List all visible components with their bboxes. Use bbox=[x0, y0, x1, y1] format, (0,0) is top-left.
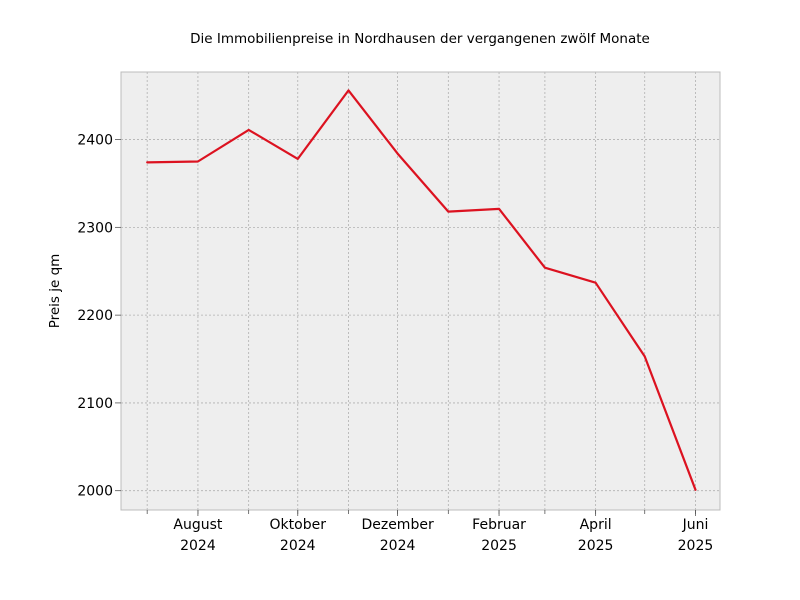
y-tick-label: 2200 bbox=[77, 308, 113, 324]
y-tick-label: 2000 bbox=[77, 484, 113, 500]
x-tick-label-month: Februar bbox=[472, 517, 526, 533]
x-tick-label-year: 2024 bbox=[380, 538, 416, 554]
y-tick-label: 2100 bbox=[77, 396, 113, 412]
x-tick-label-year: 2024 bbox=[280, 538, 316, 554]
series-line bbox=[146, 89, 697, 491]
x-tick-label-month: Oktober bbox=[270, 517, 327, 533]
y-tick-label: 2400 bbox=[77, 133, 113, 149]
y-axis-label: Preis je qm bbox=[47, 254, 63, 329]
x-tick-label-year: 2025 bbox=[678, 538, 714, 554]
x-tick-label-month: August bbox=[173, 517, 223, 533]
x-tick-label-month: April bbox=[580, 517, 612, 533]
y-tick-label: 2300 bbox=[77, 220, 113, 236]
x-tick-label-year: 2025 bbox=[578, 538, 614, 554]
x-axis-ticks: August 2024 Oktober 2024 Dezember 2024 Februar… bbox=[146, 510, 714, 554]
series-layer bbox=[146, 89, 697, 491]
plot-area bbox=[121, 72, 720, 510]
chart-title: Die Immobilienpreise in Nordhausen der v… bbox=[190, 31, 650, 47]
x-tick-label-month: Juni bbox=[682, 517, 709, 533]
y-axis-ticks: 2000 2100 2200 2300 2400 bbox=[77, 133, 121, 500]
grid-lines bbox=[121, 72, 720, 510]
plot-frame bbox=[120, 71, 721, 511]
x-tick-label-year: 2024 bbox=[180, 538, 216, 554]
x-tick-label-month: Dezember bbox=[361, 517, 433, 533]
x-tick-label-year: 2025 bbox=[481, 538, 517, 554]
